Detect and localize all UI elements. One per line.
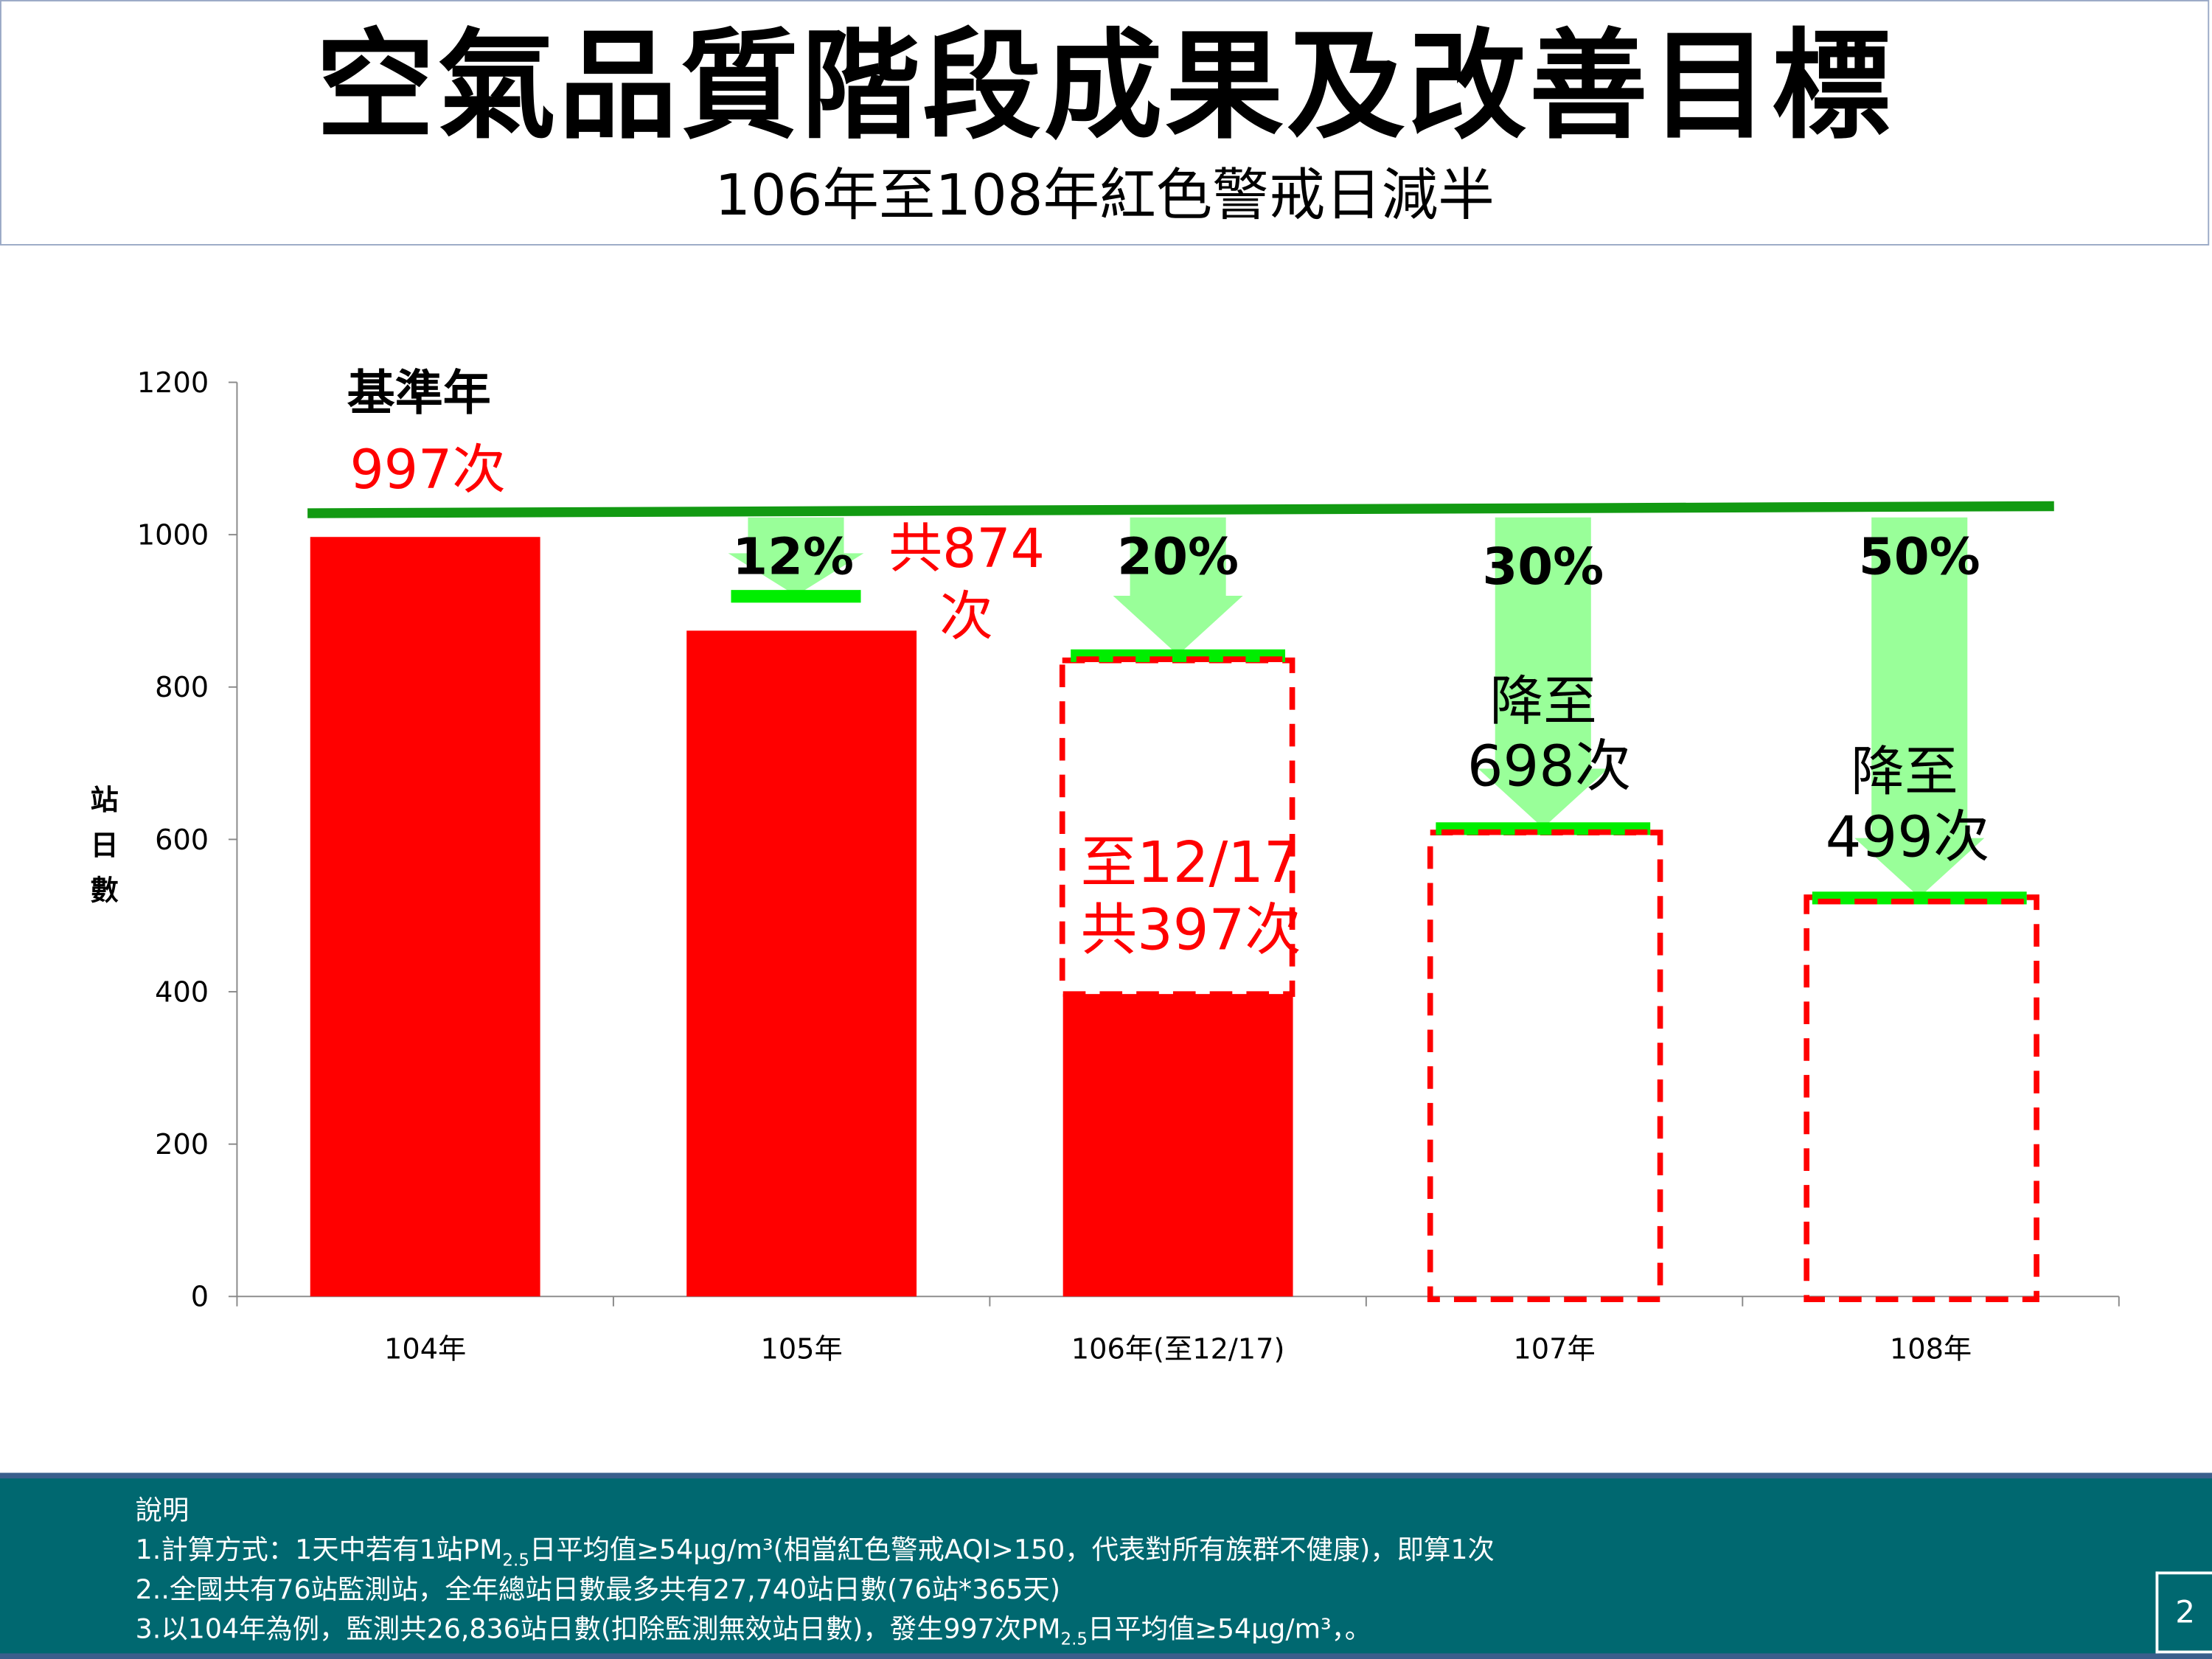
note-3: 3.以104年為例，監測共26,836站日數(扣除監測無效站日數)，發生997次… (136, 1608, 1371, 1649)
y-axis-label-char: 日 (90, 829, 118, 862)
target-line (1812, 891, 2027, 905)
reduction-arrow (728, 517, 864, 596)
target-line (731, 590, 861, 603)
notes-heading: 說明 (135, 1495, 189, 1527)
reduction-arrow (1854, 517, 1985, 897)
annotation-base-year: 基準年 (347, 365, 491, 422)
note-1-a: 1.計算方式：1天中若有1站PM (135, 1534, 503, 1566)
notes-panel: 說明 1.計算方式：1天中若有1站PM2.5日平均值≥54μg/m³(相當紅色警… (0, 1472, 2212, 1659)
annotation-105-count: 共874 (888, 518, 1045, 580)
annotation-106-date: 至12/17 (1080, 830, 1300, 896)
y-tick-label: 0 (191, 1281, 209, 1314)
x-tick-label: 104年 (384, 1333, 466, 1366)
x-tick-label: 106年(至12/17) (1071, 1333, 1285, 1366)
annotation-107-count: 698次 (1467, 734, 1632, 800)
y-tick-label: 800 (155, 671, 209, 704)
baseline-line (307, 501, 2054, 518)
target-box (1804, 894, 2039, 1302)
annotation-108-label: 降至 (1851, 740, 1958, 803)
page-number: 2 (2155, 1571, 2212, 1654)
annotation-105-suffix: 次 (939, 585, 993, 648)
target-line (1071, 649, 1286, 662)
note-3-b: 日平均值≥54μg/m³，。 (1088, 1613, 1372, 1645)
reduction-label: 12% (732, 528, 854, 587)
reduction-label: 50% (1859, 528, 1980, 587)
page-subtitle: 106年至108年紅色警戒日減半 (714, 163, 1495, 229)
bar (686, 630, 917, 1297)
note-1: 1.計算方式：1天中若有1站PM2.5日平均值≥54μg/m³(相當紅色警戒AQ… (136, 1529, 1495, 1570)
note-3-a: 3.以104年為例，監測共26,836站日數(扣除監測無效站日數)，發生997次… (135, 1613, 1061, 1645)
x-tick-label: 107年 (1513, 1333, 1595, 1366)
y-axis-label-char: 數 (90, 874, 118, 908)
annotation-108-count: 499次 (1825, 805, 1990, 871)
y-tick-label: 1200 (137, 366, 209, 400)
x-tick-label: 108年 (1890, 1333, 1972, 1366)
reduction-label: 20% (1117, 528, 1239, 587)
x-tick-label: 105年 (761, 1333, 843, 1366)
y-axis-label-char: 站 (90, 784, 118, 817)
reduction-arrow (1113, 517, 1243, 655)
y-tick-label: 200 (155, 1128, 209, 1161)
page-title: 空氣品質階段成果及改善目標 (316, 16, 1893, 156)
y-tick-label: 400 (155, 975, 209, 1009)
note-2: 2..全國共有76站監測站，全年總站日數最多共有27,740站日數(76站*36… (135, 1574, 1061, 1606)
reduction-arrow (1478, 517, 1608, 828)
annotation-106-count: 共397次 (1080, 898, 1301, 964)
reduction-label: 30% (1482, 538, 1604, 597)
y-tick-label: 600 (155, 824, 209, 857)
target-line (1436, 822, 1651, 835)
header: 空氣品質階段成果及改善目標 106年至108年紅色警戒日減半 (0, 0, 2210, 246)
bar (1062, 994, 1293, 1297)
y-tick-label: 1000 (137, 519, 209, 552)
annotation-107-label: 降至 (1489, 669, 1597, 733)
annotation-base-count: 997次 (349, 439, 506, 501)
note-1-sub: 2.5 (502, 1550, 529, 1571)
bar (310, 537, 540, 1297)
target-box (1427, 830, 1663, 1302)
note-1-b: 日平均值≥54μg/m³(相當紅色警戒AQI>150，代表對所有族群不健康)，即… (529, 1534, 1495, 1566)
note-3-sub: 2.5 (1060, 1629, 1088, 1649)
chart: 0 200 400 600 800 1000 1200 站日數 104年 105年 12% 106年(… (90, 366, 2120, 1366)
